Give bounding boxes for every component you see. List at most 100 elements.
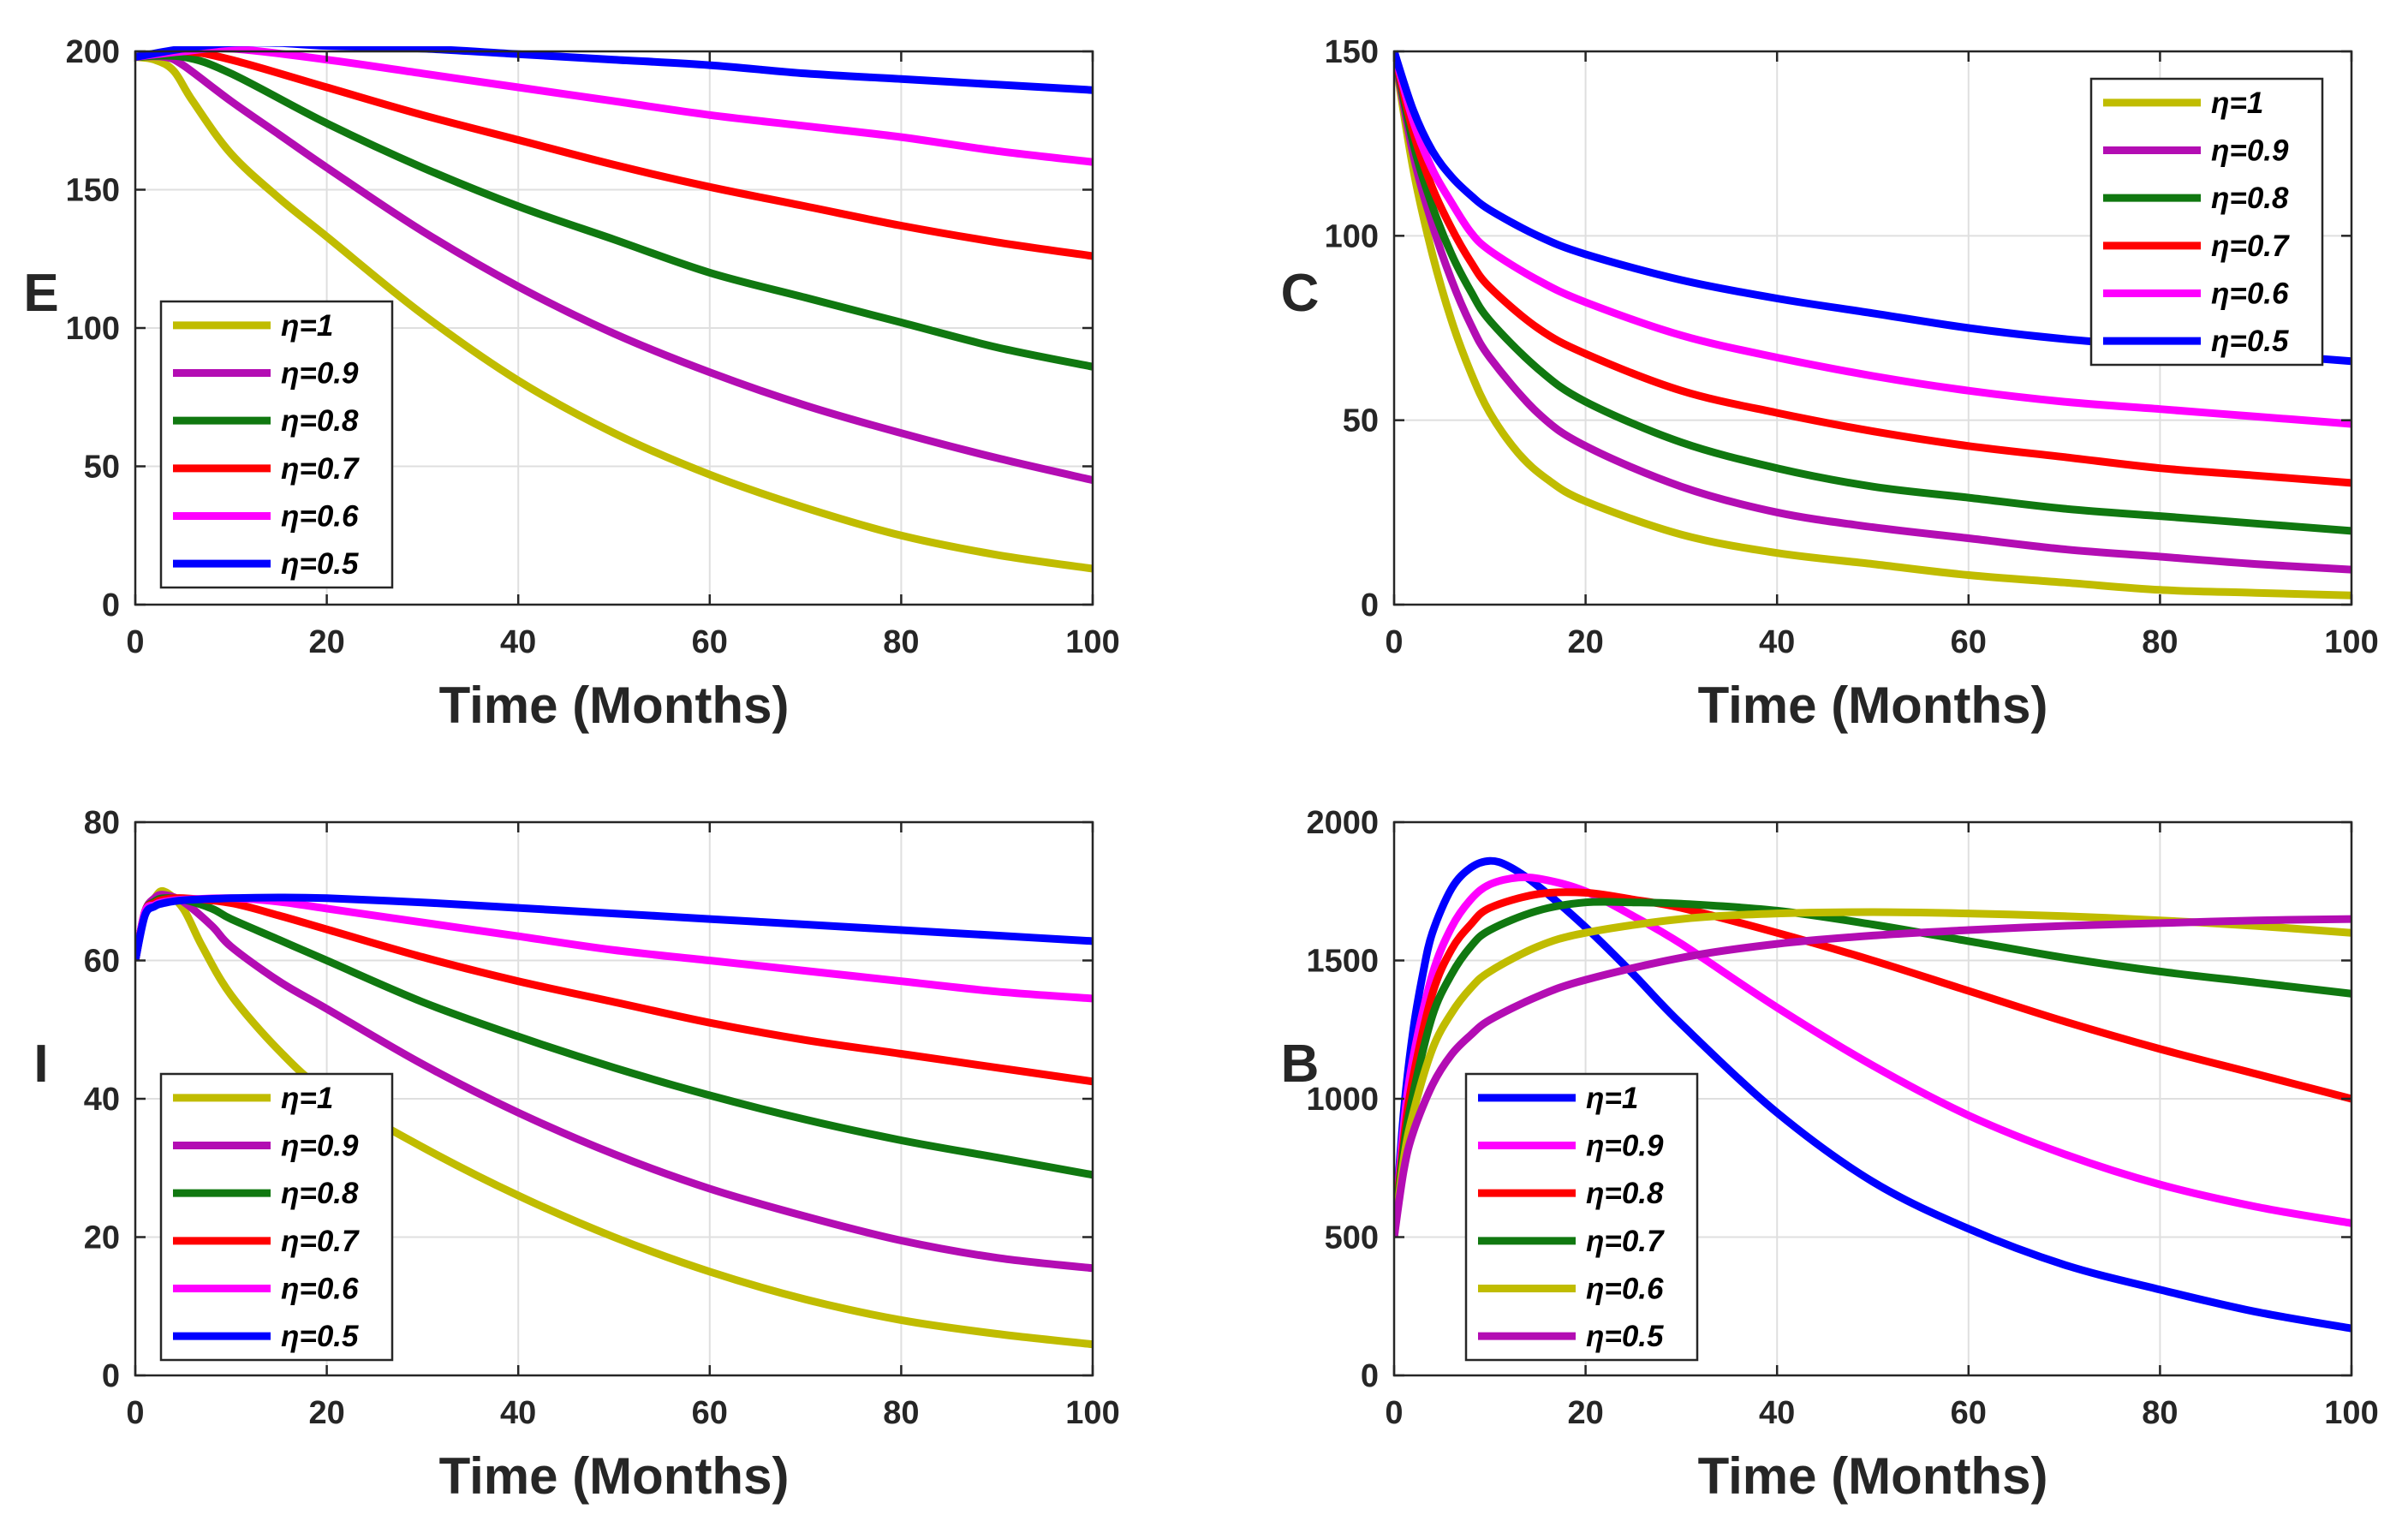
series-line-4 xyxy=(1394,898,2351,1238)
x-tick-label: 80 xyxy=(2142,1395,2178,1431)
x-tick-label: 0 xyxy=(126,1395,144,1431)
x-tick-label: 0 xyxy=(1385,624,1403,660)
x-tick-label: 20 xyxy=(1567,624,1603,660)
x-axis-title: Time (Months) xyxy=(439,677,790,734)
y-tick-label: 80 xyxy=(84,805,120,841)
y-axis-label: E xyxy=(23,264,58,323)
series-line-2 xyxy=(135,52,1093,484)
legend: η=1 η=0.9 η=0.8 η=0.7 η=0.6 η=0.5 xyxy=(2089,77,2324,367)
x-tick-label: 60 xyxy=(692,624,728,660)
series-line-5 xyxy=(1394,908,2351,1238)
y-tick-label: 1000 xyxy=(1306,1082,1379,1118)
y-tick-label: 2000 xyxy=(1306,805,1379,841)
legend: η=1 η=0.9 η=0.8 η=0.7 η=0.6 η=0.5 xyxy=(159,1072,394,1362)
x-tick-label: 40 xyxy=(500,1395,536,1431)
y-axis-label: I xyxy=(33,1035,48,1094)
x-tick-label: 60 xyxy=(1951,624,1987,660)
legend-label-6: η=0.5 xyxy=(1586,1320,1664,1353)
x-tick-label: 100 xyxy=(1065,1395,1119,1431)
legend-label-3: η=0.8 xyxy=(281,404,359,438)
series-line-5 xyxy=(1394,50,2351,428)
y-tick-label: 100 xyxy=(1325,218,1379,254)
x-tick-label: 100 xyxy=(2324,624,2378,660)
y-tick-label: 60 xyxy=(84,944,120,980)
x-tick-label: 80 xyxy=(883,1395,919,1431)
series-line-3 xyxy=(1394,51,2351,535)
series-lines xyxy=(1394,856,2351,1333)
legend-label-2: η=0.9 xyxy=(1586,1130,1664,1163)
series-line-2 xyxy=(1394,873,2351,1238)
y-tick-label: 1500 xyxy=(1306,944,1379,980)
legend-label-1: η=1 xyxy=(1586,1082,1638,1115)
legend-label-4: η=0.7 xyxy=(2211,230,2290,263)
series-line-4 xyxy=(135,47,1093,260)
x-tick-label: 20 xyxy=(308,624,344,660)
panel-E: 0 20 40 60 80 100 0 50 100 150 200 Time (Months) Eη=… xyxy=(23,34,1119,734)
legend-label-6: η=0.5 xyxy=(281,1320,359,1353)
series-line-6 xyxy=(135,893,1093,962)
legend-box xyxy=(159,1072,394,1362)
legend-box xyxy=(159,300,394,589)
legend-label-3: η=0.8 xyxy=(2211,182,2289,215)
series-line-6 xyxy=(1394,915,2351,1238)
x-tick-label: 60 xyxy=(1951,1395,1987,1431)
x-tick-label: 100 xyxy=(1065,624,1119,660)
series-line-3 xyxy=(135,51,1093,371)
legend: η=1 η=0.9 η=0.8 η=0.7 η=0.6 η=0.5 xyxy=(1464,1072,1699,1362)
legend-label-2: η=0.9 xyxy=(2211,134,2289,168)
y-tick-label: 100 xyxy=(66,311,120,347)
x-axis-title: Time (Months) xyxy=(1698,1447,2048,1505)
x-tick-label: 80 xyxy=(2142,624,2178,660)
legend: η=1 η=0.9 η=0.8 η=0.7 η=0.6 η=0.5 xyxy=(159,300,394,589)
x-tick-label: 20 xyxy=(308,1395,344,1431)
legend-box xyxy=(1464,1072,1699,1362)
x-tick-label: 80 xyxy=(883,624,919,660)
y-tick-label: 0 xyxy=(1361,588,1379,623)
legend-label-2: η=0.9 xyxy=(281,1130,359,1163)
legend-label-3: η=0.8 xyxy=(1586,1177,1664,1210)
axes-box xyxy=(1392,50,2353,606)
y-tick-label: 150 xyxy=(66,173,120,209)
y-axis-label: B xyxy=(1281,1035,1320,1094)
series-line-1 xyxy=(135,53,1093,573)
y-tick-label: 500 xyxy=(1325,1220,1379,1256)
legend-label-3: η=0.8 xyxy=(281,1177,359,1210)
x-tick-label: 60 xyxy=(692,1395,728,1431)
legend-label-6: η=0.5 xyxy=(281,547,359,581)
legend-label-4: η=0.7 xyxy=(281,1225,360,1258)
legend-label-4: η=0.7 xyxy=(1586,1225,1665,1258)
y-tick-label: 200 xyxy=(66,34,120,70)
x-axis-title: Time (Months) xyxy=(1698,677,2048,734)
legend-label-5: η=0.6 xyxy=(1586,1273,1664,1306)
x-tick-label: 40 xyxy=(1759,1395,1795,1431)
y-tick-label: 0 xyxy=(102,1358,120,1394)
legend-label-1: η=1 xyxy=(281,1082,333,1115)
series-line-6 xyxy=(135,46,1093,94)
legend-label-5: η=0.6 xyxy=(2211,277,2289,311)
legend-label-1: η=1 xyxy=(2211,86,2263,120)
x-tick-label: 40 xyxy=(1759,624,1795,660)
legend-box xyxy=(2089,77,2324,367)
legend-label-6: η=0.5 xyxy=(2211,325,2289,358)
series-line-1 xyxy=(1394,51,2351,599)
x-tick-label: 0 xyxy=(126,624,144,660)
y-tick-label: 0 xyxy=(102,588,120,623)
y-tick-label: 50 xyxy=(84,450,120,486)
legend-label-5: η=0.6 xyxy=(281,500,359,534)
series-lines xyxy=(135,46,1093,573)
y-tick-label: 0 xyxy=(1361,1358,1379,1394)
series-line-5 xyxy=(135,46,1093,166)
legend-label-5: η=0.6 xyxy=(281,1273,359,1306)
y-tick-label: 20 xyxy=(84,1220,120,1256)
series-lines xyxy=(1394,50,2351,599)
x-axis-title: Time (Months) xyxy=(439,1447,790,1505)
y-tick-label: 50 xyxy=(1343,403,1379,439)
y-tick-label: 150 xyxy=(1325,34,1379,70)
legend-label-2: η=0.9 xyxy=(281,357,359,391)
series-lines xyxy=(135,886,1093,1349)
legend-label-4: η=0.7 xyxy=(281,452,360,486)
